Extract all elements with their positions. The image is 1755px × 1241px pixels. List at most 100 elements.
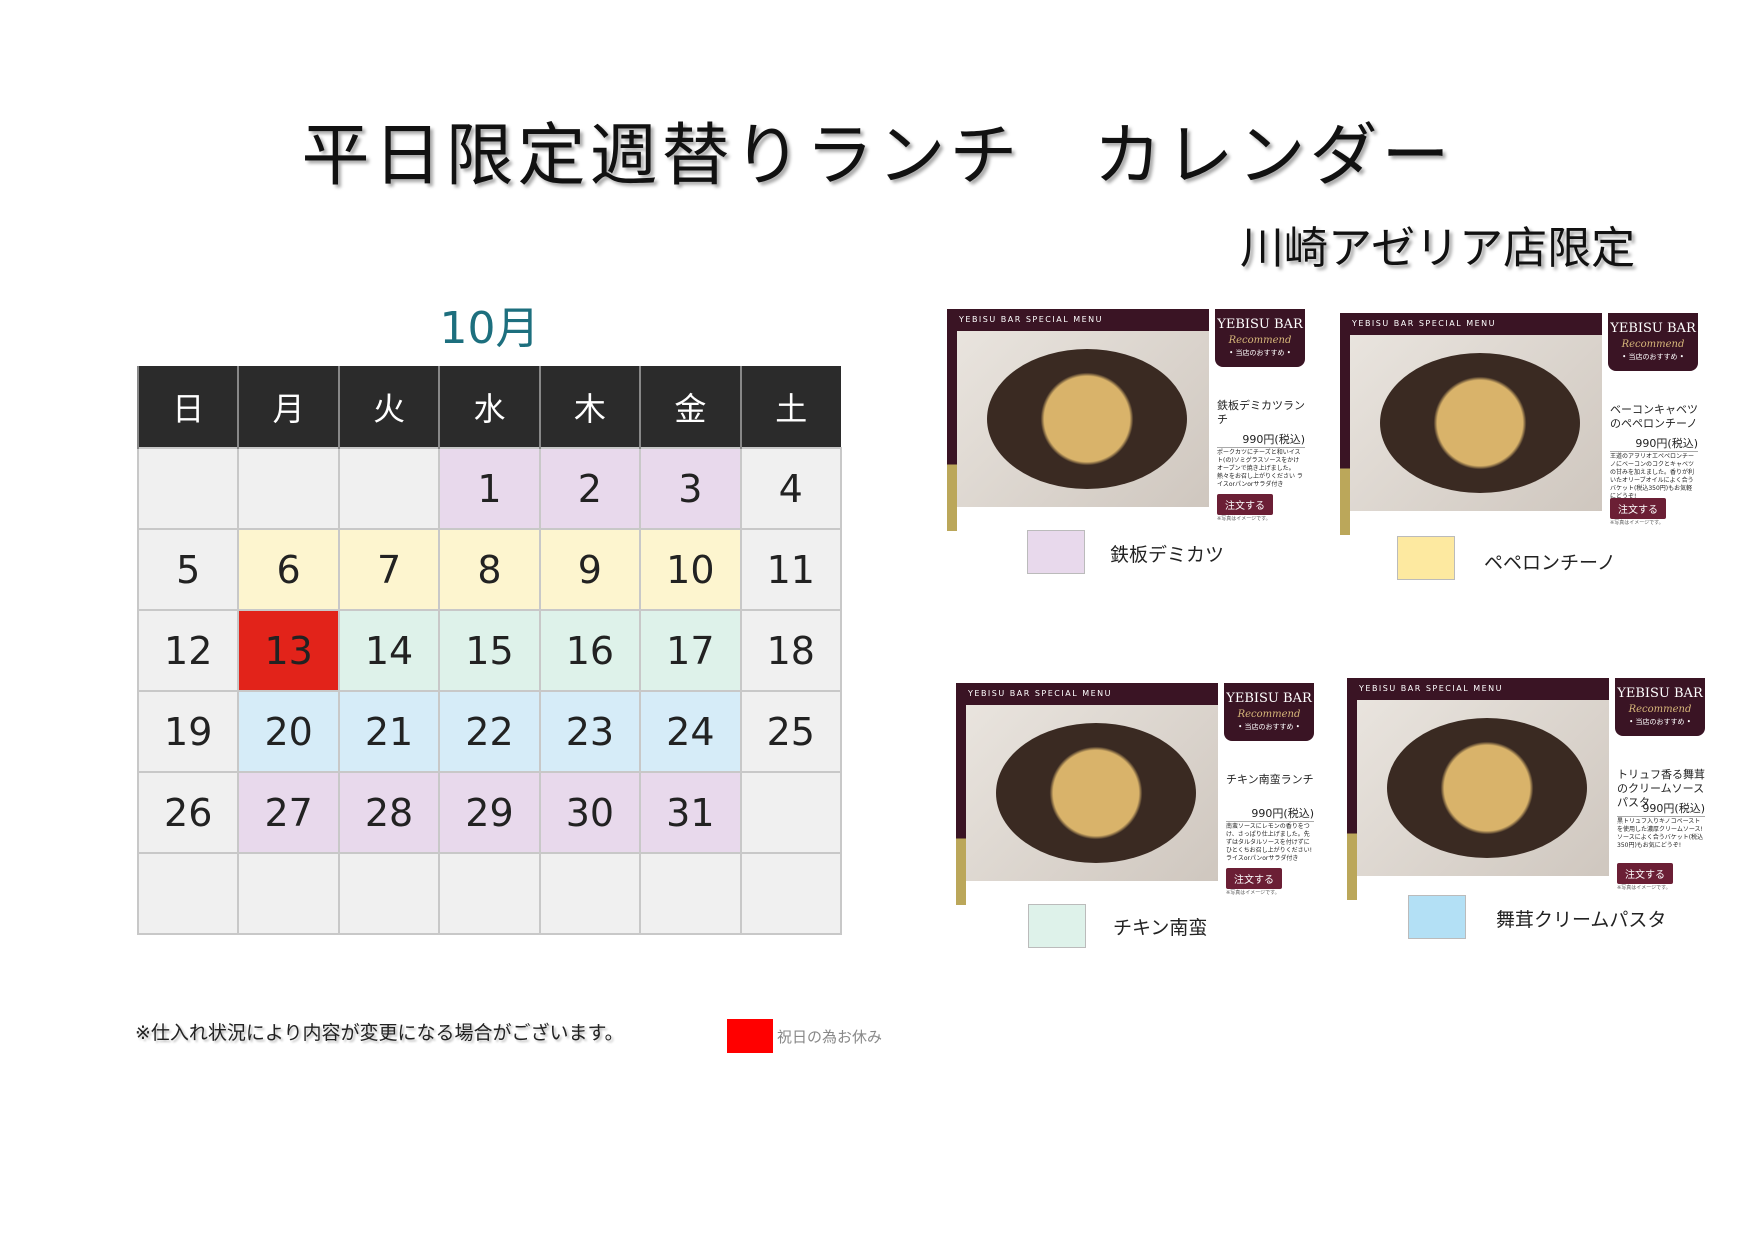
footer-note: ※仕入れ状況により内容が変更になる場合がございます。: [135, 1022, 624, 1044]
holiday-swatch: [727, 1019, 773, 1053]
menu-name: チキン南蛮ランチ: [1226, 773, 1314, 786]
legend-label: チキン南蛮: [1113, 917, 1208, 939]
badge-sub: • 当店のおすすめ •: [1238, 723, 1300, 731]
calendar-day: 3: [639, 447, 742, 530]
menu-description: 黒トリュフ入りキノコペーストを使用した濃厚クリームソース! ソースによく合うバケ…: [1617, 818, 1704, 849]
calendar-week: [136, 852, 843, 935]
food-photo: [966, 705, 1218, 881]
calendar-day: 14: [337, 609, 441, 692]
calendar-day: 30: [538, 771, 642, 854]
calendar-day: [639, 852, 742, 935]
calendar-day: 4: [739, 447, 843, 530]
menu-price: 990円(税込): [1217, 431, 1305, 448]
calendar-day: 12: [136, 609, 240, 692]
card-header: YEBISU BAR SPECIAL MENU: [947, 309, 1209, 331]
legend-label: 舞茸クリームパスタ: [1496, 909, 1667, 931]
calendar-day: 20: [237, 690, 340, 773]
recommend-badge: YEBISU BAR Recommend • 当店のおすすめ •: [1608, 313, 1698, 371]
legend-swatch: [1408, 895, 1466, 939]
calendar-day: 11: [739, 528, 843, 611]
store-subtitle: 川崎アゼリア店限定: [1240, 223, 1636, 274]
photo-note: ※写真はイメージです。: [1617, 885, 1671, 891]
calendar-day: 9: [538, 528, 642, 611]
recommend-badge: YEBISU BAR Recommend • 当店のおすすめ •: [1615, 678, 1705, 736]
calendar-week: 19 20 21 22 23 24 25: [136, 690, 843, 773]
calendar-day: 25: [739, 690, 843, 773]
calendar-month: 10月: [439, 303, 540, 354]
weekday-header: 月: [237, 366, 339, 448]
card-side-bar: [1340, 313, 1350, 535]
badge-script: Recommend: [1228, 335, 1292, 346]
calendar-day: 24: [639, 690, 742, 773]
badge-title: YEBISU BAR: [1217, 317, 1303, 332]
photo-note: ※写真はイメージです。: [1610, 520, 1664, 526]
calendar-day: 8: [438, 528, 541, 611]
badge-sub: • 当店のおすすめ •: [1629, 718, 1691, 726]
order-button[interactable]: 注文する: [1226, 868, 1282, 889]
menu-name: トリュフ香る舞茸のクリームソースパスタ: [1617, 768, 1705, 809]
badge-script: Recommend: [1237, 709, 1301, 720]
holiday-legend-label: 祝日の為お休み: [777, 1028, 883, 1046]
badge-sub: • 当店のおすすめ •: [1622, 353, 1684, 361]
recommend-badge: YEBISU BAR Recommend • 当店のおすすめ •: [1215, 309, 1305, 367]
recommend-badge: YEBISU BAR Recommend • 当店のおすすめ •: [1224, 683, 1314, 741]
menu-card: YEBISU BAR SPECIAL MENU YEBISU BAR Recomm…: [956, 683, 1314, 905]
weekday-header: 火: [337, 366, 440, 448]
weekday-header: 日: [136, 366, 239, 448]
menu-price: 990円(税込): [1610, 435, 1698, 452]
calendar-day: 7: [337, 528, 441, 611]
calendar-week: 5 6 7 8 9 10 11: [136, 528, 843, 611]
badge-title: YEBISU BAR: [1610, 321, 1696, 336]
calendar-day: [538, 852, 642, 935]
menu-name: ベーコンキャベツのペペロンチーノ: [1610, 403, 1698, 430]
food-photo: [1350, 335, 1602, 511]
photo-note: ※写真はイメージです。: [1217, 516, 1271, 522]
calendar-day: [337, 852, 441, 935]
calendar-day: 10: [639, 528, 742, 611]
food-photo: [1357, 700, 1609, 876]
badge-title: YEBISU BAR: [1226, 691, 1312, 706]
calendar-day: [739, 771, 843, 854]
legend-swatch: [1027, 530, 1085, 574]
order-button[interactable]: 注文する: [1617, 863, 1673, 884]
calendar-day: 22: [438, 690, 541, 773]
calendar-day: 13: [237, 609, 340, 692]
calendar-day: 2: [538, 447, 642, 530]
legend-swatch: [1397, 536, 1455, 580]
calendar-day: [739, 852, 843, 935]
card-side-bar: [956, 683, 966, 905]
menu-description: ポークカツにチーズと和いイスト(の)ソミグラスソースをかけオーブンで焼き上げまし…: [1217, 449, 1303, 488]
calendar-week: 26 27 28 29 30 31: [136, 771, 843, 854]
legend-label: ペペロンチーノ: [1484, 552, 1616, 574]
plate-image: [1380, 353, 1580, 493]
calendar-day: 29: [438, 771, 541, 854]
calendar-day: 17: [639, 609, 742, 692]
calendar-day: [237, 852, 340, 935]
plate-image: [987, 349, 1187, 489]
menu-price: 990円(税込): [1226, 805, 1314, 822]
menu-description: 南蛮ソースにレモンの香りをつけ、さっぱり仕上げました。先ずはタルタルソースを付け…: [1226, 823, 1313, 862]
badge-title: YEBISU BAR: [1617, 686, 1703, 701]
order-button[interactable]: 注文する: [1610, 498, 1666, 519]
card-side-bar: [1347, 678, 1357, 900]
menu-price: 990円(税込): [1617, 800, 1705, 817]
order-button[interactable]: 注文する: [1217, 494, 1273, 515]
card-header: YEBISU BAR SPECIAL MENU: [1347, 678, 1609, 700]
calendar-day: [136, 852, 240, 935]
page-title: 平日限定週替りランチ カレンダー: [301, 117, 1454, 196]
menu-card: YEBISU BAR SPECIAL MENU YEBISU BAR Recomm…: [1340, 313, 1698, 535]
calendar-day: 28: [337, 771, 441, 854]
calendar-day: 5: [136, 528, 240, 611]
calendar-day: 31: [639, 771, 742, 854]
card-header: YEBISU BAR SPECIAL MENU: [1340, 313, 1602, 335]
plate-image: [1387, 718, 1587, 858]
legend-swatch: [1028, 904, 1086, 948]
legend-label: 鉄板デミカツ: [1110, 544, 1225, 566]
card-header: YEBISU BAR SPECIAL MENU: [956, 683, 1218, 705]
calendar-day: 1: [438, 447, 541, 530]
calendar-day: 6: [237, 528, 340, 611]
calendar-day: [438, 852, 541, 935]
menu-card: YEBISU BAR SPECIAL MENU YEBISU BAR Recomm…: [1347, 678, 1705, 900]
calendar-day: 27: [237, 771, 340, 854]
